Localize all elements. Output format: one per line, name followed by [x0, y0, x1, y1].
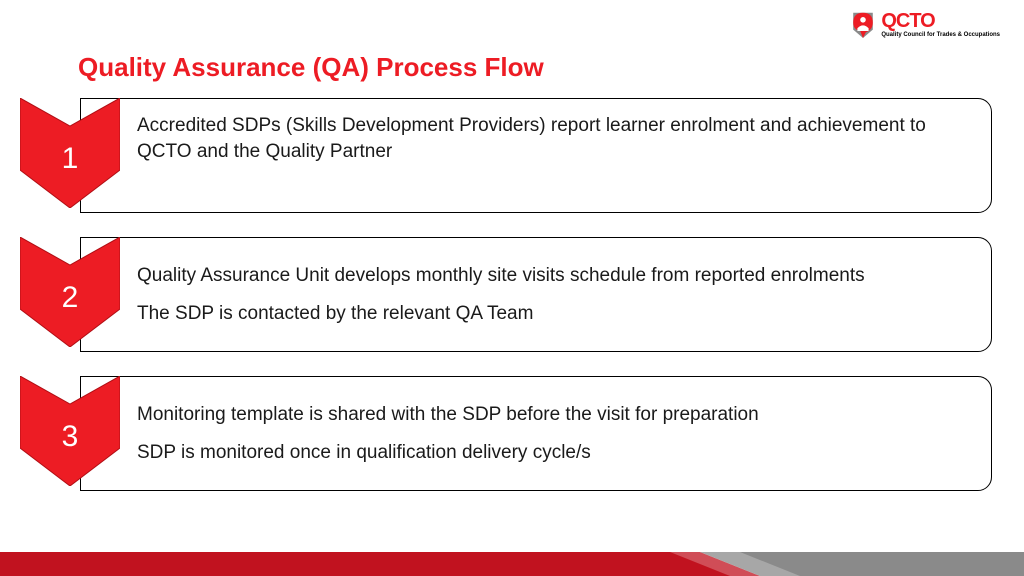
step-number: 3	[20, 420, 120, 454]
chevron-badge: 1	[20, 98, 120, 213]
chevron-badge: 2	[20, 237, 120, 352]
step-number: 1	[20, 142, 120, 176]
logo-text-sub: Quality Council for Trades & Occupations	[881, 32, 1000, 38]
step-text: The SDP is contacted by the relevant QA …	[137, 301, 969, 327]
logo-text-block: QCTO Quality Council for Trades & Occupa…	[881, 11, 1000, 38]
step-row: 1 Accredited SDPs (Skills Development Pr…	[20, 98, 992, 213]
step-row: 2 Quality Assurance Unit develops monthl…	[20, 237, 992, 352]
logo-text-main: QCTO	[881, 11, 1000, 31]
page-title: Quality Assurance (QA) Process Flow	[78, 52, 544, 83]
step-number: 2	[20, 281, 120, 315]
step-box: Monitoring template is shared with the S…	[80, 376, 992, 491]
step-text: SDP is monitored once in qualification d…	[137, 440, 969, 466]
step-row: 3 Monitoring template is shared with the…	[20, 376, 992, 491]
step-text: Accredited SDPs (Skills Development Prov…	[137, 113, 969, 164]
steps-container: 1 Accredited SDPs (Skills Development Pr…	[20, 98, 992, 515]
footer-band	[0, 534, 1024, 576]
step-text: Quality Assurance Unit develops monthly …	[137, 263, 969, 289]
logo-mark-icon	[849, 10, 877, 38]
chevron-badge: 3	[20, 376, 120, 491]
logo: QCTO Quality Council for Trades & Occupa…	[849, 10, 1000, 38]
step-box: Quality Assurance Unit develops monthly …	[80, 237, 992, 352]
step-box: Accredited SDPs (Skills Development Prov…	[80, 98, 992, 213]
step-text: Monitoring template is shared with the S…	[137, 402, 969, 428]
